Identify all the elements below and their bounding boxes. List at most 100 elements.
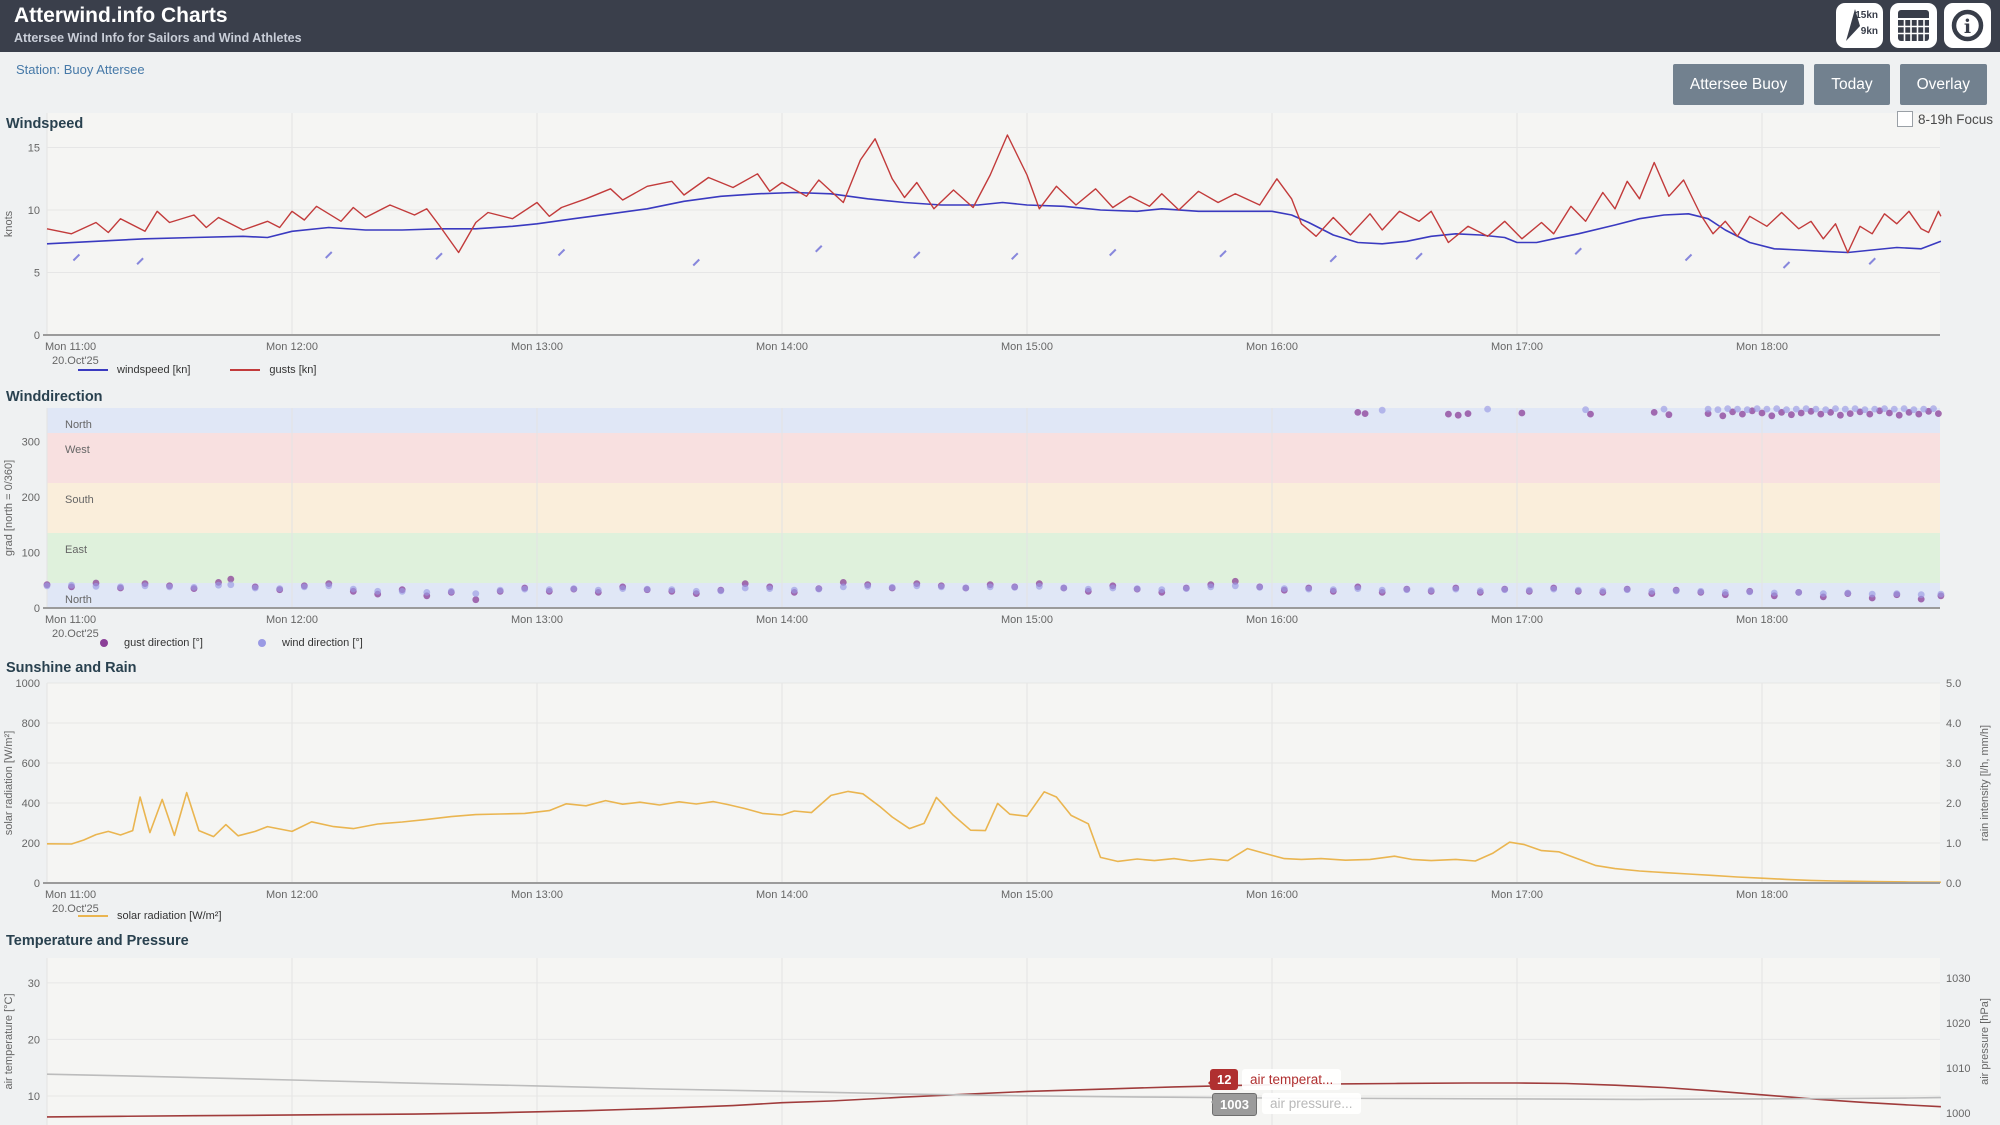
toolbar-buttons: Attersee Buoy Today Overlay [1672, 64, 1987, 105]
winddirection-title: Winddirection [6, 389, 103, 405]
svg-text:Mon 17:00: Mon 17:00 [1491, 341, 1543, 353]
sunshine-rain-title: Sunshine and Rain [6, 660, 137, 676]
svg-text:North: North [65, 419, 92, 431]
focus-checkbox-label: 8-19h Focus [1917, 111, 1993, 127]
attersee-buoy-button[interactable]: Attersee Buoy [1672, 64, 1805, 105]
wind-speed-bottom-label: 9kn [1860, 26, 1878, 37]
legend-item-gusts[interactable]: gusts [kn] [230, 364, 316, 376]
legend-label: solar radiation [W/m²] [117, 910, 222, 922]
svg-text:20.Oct'25: 20.Oct'25 [52, 628, 99, 640]
svg-text:Mon 11:00: Mon 11:00 [45, 341, 96, 353]
svg-text:20.Oct'25: 20.Oct'25 [52, 355, 99, 367]
svg-text:Mon 14:00: Mon 14:00 [756, 341, 808, 353]
svg-text:Mon 14:00: Mon 14:00 [756, 889, 808, 901]
focus-filter: 8-19h Focus [1896, 111, 1993, 127]
focus-checkbox[interactable] [1896, 111, 1913, 127]
windspeed-legend: windspeed [kn] gusts [kn] [78, 364, 316, 376]
svg-text:1000: 1000 [1946, 1108, 1970, 1120]
svg-text:0.0: 0.0 [1946, 878, 1961, 890]
svg-text:Mon 13:00: Mon 13:00 [511, 614, 563, 626]
page-subtitle: Attersee Wind Info for Sailors and Wind … [14, 31, 302, 45]
svg-text:West: West [65, 444, 90, 456]
svg-text:3.0: 3.0 [1946, 758, 1961, 770]
svg-text:Mon 16:00: Mon 16:00 [1246, 614, 1298, 626]
legend-item-gust-direction[interactable]: gust direction [°] [100, 637, 203, 649]
page-title: Atterwind.info Charts [14, 4, 228, 27]
air-pressure-value-badge: 1003 [1211, 1093, 1257, 1116]
legend-label: windspeed [kn] [117, 364, 191, 376]
legend-label: gust direction [°] [124, 637, 203, 649]
svg-text:Mon 17:00: Mon 17:00 [1491, 889, 1543, 901]
calendar-glyph [1898, 10, 1929, 41]
svg-text:200: 200 [22, 492, 40, 504]
svg-text:30: 30 [28, 978, 40, 990]
svg-text:300: 300 [22, 436, 40, 448]
svg-text:Mon 18:00: Mon 18:00 [1736, 889, 1788, 901]
svg-text:100: 100 [22, 547, 40, 559]
svg-text:200: 200 [22, 838, 40, 850]
svg-text:400: 400 [22, 798, 40, 810]
svg-text:20.Oct'25: 20.Oct'25 [52, 903, 99, 915]
gusts-swatch [230, 369, 261, 371]
svg-text:4.0: 4.0 [1946, 718, 1961, 730]
svg-text:North: North [65, 594, 92, 606]
app-header: Atterwind.info Charts Attersee Wind Info… [0, 0, 2000, 52]
svg-text:Mon 16:00: Mon 16:00 [1246, 341, 1298, 353]
legend-label: wind direction [°] [282, 637, 363, 649]
svg-text:Mon 17:00: Mon 17:00 [1491, 614, 1543, 626]
svg-text:1000: 1000 [16, 678, 40, 690]
svg-text:1020: 1020 [1946, 1018, 1970, 1030]
svg-text:10: 10 [28, 205, 40, 217]
gust-direction-swatch [100, 639, 108, 647]
svg-text:5.0: 5.0 [1946, 678, 1961, 690]
svg-text:air temperature [°C]: air temperature [°C] [3, 993, 15, 1089]
svg-text:Mon 15:00: Mon 15:00 [1001, 614, 1053, 626]
svg-text:800: 800 [22, 718, 40, 730]
overlay-button[interactable]: Overlay [1899, 64, 1987, 105]
windspeed-swatch [78, 369, 108, 371]
svg-text:Mon 12:00: Mon 12:00 [266, 614, 318, 626]
svg-text:knots: knots [3, 210, 15, 237]
solar-radiation-swatch [78, 915, 108, 917]
windspeed-chart: 0 5 10 15 Mon 11:00 Mon 12:00 Mon 13:00 Mon 14:… [3, 113, 1942, 367]
svg-text:15: 15 [28, 143, 40, 155]
air-temperature-value-badge: 12 [1207, 1069, 1239, 1090]
temperature-pressure-title: Temperature and Pressure [6, 933, 189, 949]
svg-text:Mon 12:00: Mon 12:00 [266, 341, 318, 353]
legend-item-windspeed[interactable]: windspeed [kn] [78, 364, 190, 376]
svg-text:Mon 15:00: Mon 15:00 [1001, 341, 1053, 353]
svg-text:1.0: 1.0 [1946, 838, 1961, 850]
svg-text:1030: 1030 [1946, 973, 1970, 985]
sunshine-legend: solar radiation [W/m²] [78, 910, 222, 922]
legend-item-wind-direction[interactable]: wind direction [°] [258, 637, 363, 649]
svg-text:600: 600 [22, 758, 40, 770]
svg-text:10: 10 [28, 1091, 40, 1103]
sunshine-rain-chart: 0 200 400 600 800 1000 0.0 1.0 2.0 3.0 4.0 5.0 Mon 1… [3, 678, 1991, 915]
svg-text:Mon 13:00: Mon 13:00 [511, 889, 563, 901]
svg-text:Mon 18:00: Mon 18:00 [1736, 341, 1788, 353]
calendar-icon[interactable] [1890, 3, 1937, 48]
winddirection-chart: North West South East North 0 100 200 300 Mon 11:… [3, 405, 1945, 640]
wind-arrow-icon[interactable]: 15kn 9kn [1836, 3, 1883, 48]
svg-text:i: i [1964, 16, 1971, 38]
svg-text:East: East [65, 544, 87, 556]
svg-text:solar radiation [W/m²]: solar radiation [W/m²] [3, 731, 15, 836]
station-link[interactable]: Station: Buoy Attersee [16, 62, 145, 77]
svg-text:Mon 13:00: Mon 13:00 [511, 341, 563, 353]
svg-text:0: 0 [34, 330, 40, 342]
svg-text:0: 0 [34, 603, 40, 615]
svg-text:0: 0 [34, 878, 40, 890]
air-pressure-series-label: air pressure... [1262, 1093, 1361, 1114]
today-button[interactable]: Today [1814, 64, 1890, 105]
winddirection-legend: gust direction [°] wind direction [°] [100, 637, 363, 649]
svg-text:Mon 16:00: Mon 16:00 [1246, 889, 1298, 901]
header-icon-bar: 15kn 9kn i [1836, 3, 1991, 48]
legend-item-solar-radiation[interactable]: solar radiation [W/m²] [78, 910, 222, 922]
wind-speed-top-label: 15kn [1855, 10, 1878, 21]
legend-label: gusts [kn] [269, 364, 317, 376]
svg-text:Mon 14:00: Mon 14:00 [756, 614, 808, 626]
svg-text:2.0: 2.0 [1946, 798, 1961, 810]
info-icon[interactable]: i [1944, 3, 1991, 48]
